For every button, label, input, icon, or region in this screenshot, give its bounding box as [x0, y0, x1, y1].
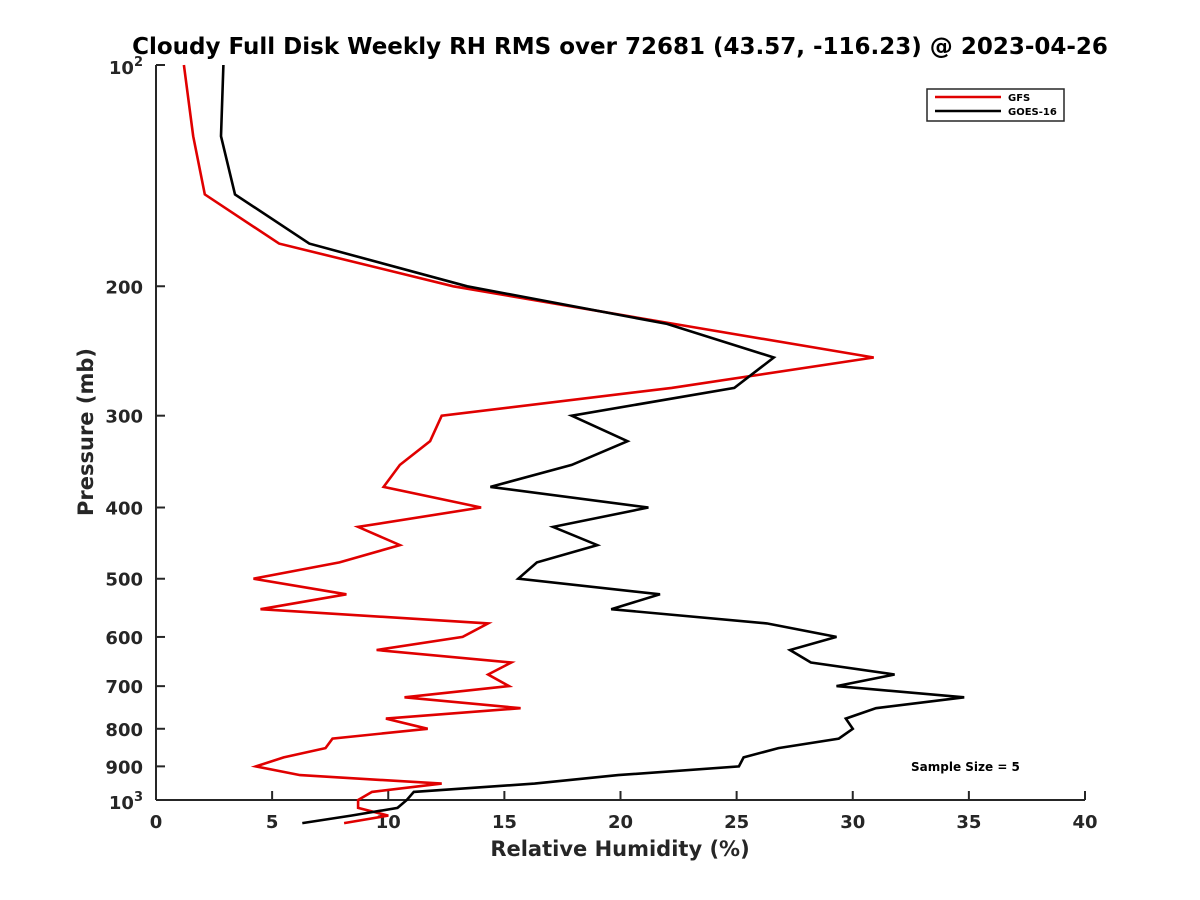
y-tick-exponent: 3	[134, 790, 143, 805]
x-tick-label: 0	[150, 812, 163, 833]
x-tick-label: 5	[266, 812, 279, 833]
y-tick-label: 700	[105, 677, 143, 698]
x-tick-label: 25	[724, 812, 749, 833]
x-axis-label: Relative Humidity (%)	[490, 837, 749, 861]
y-tick-label-power: 103	[109, 790, 143, 814]
x-tick-label: 40	[1072, 812, 1097, 833]
series-line-gfs	[182, 64, 874, 825]
y-tick-exponent: 2	[134, 55, 143, 70]
y-tick-label: 600	[105, 628, 143, 649]
legend-label-gfs: GFS	[1008, 93, 1030, 104]
legend: GFS GOES-16	[926, 88, 1065, 122]
x-tick-label: 35	[956, 812, 981, 833]
legend-label-goes16: GOES-16	[1008, 107, 1057, 118]
x-axis-ticks: 0 5 10 15 20 25 30 35 40	[150, 791, 1098, 833]
series-layer	[182, 64, 965, 825]
legend-box	[926, 88, 1065, 122]
x-tick-label: 15	[492, 812, 517, 833]
y-tick-label: 200	[105, 277, 143, 298]
y-axis-label: Pressure (mb)	[74, 348, 98, 516]
chart-title: Cloudy Full Disk Weekly RH RMS over 7268…	[132, 34, 1108, 60]
x-tick-label: 30	[840, 812, 865, 833]
y-tick-label: 500	[105, 570, 143, 591]
y-tick-base: 10	[109, 793, 134, 814]
y-tick-label: 800	[105, 720, 143, 741]
y-tick-label-power: 102	[109, 55, 143, 79]
x-tick-label: 20	[608, 812, 633, 833]
y-tick-label: 300	[105, 407, 143, 428]
series-line-goes16	[219, 64, 965, 825]
sample-size-annotation: Sample Size = 5	[911, 760, 1020, 774]
y-tick-base: 10	[109, 58, 134, 79]
y-tick-label: 400	[105, 499, 143, 520]
y-tick-label: 900	[105, 757, 143, 778]
